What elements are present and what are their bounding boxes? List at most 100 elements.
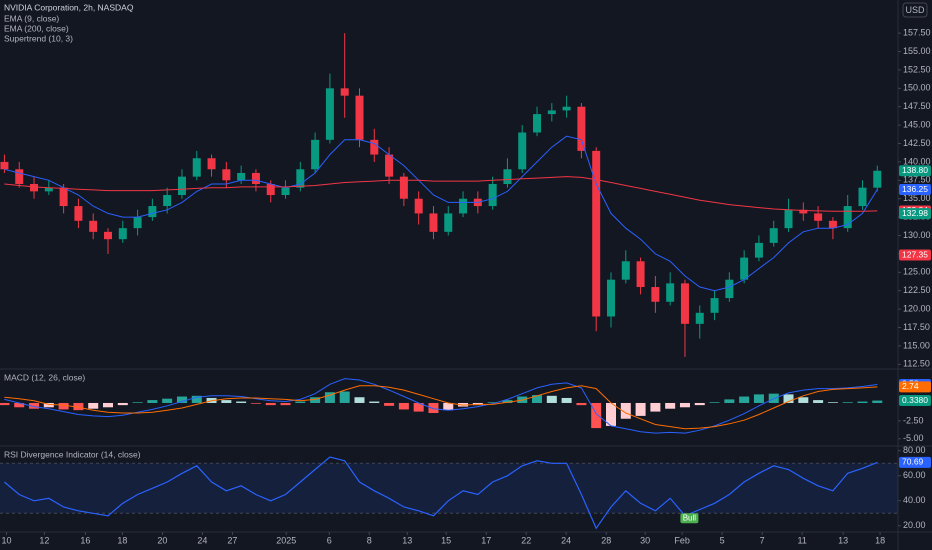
price-tag [899,208,931,220]
candle-body [325,88,334,140]
macd-histogram-bar [236,401,247,403]
y-tick-label: 145.00 [903,119,931,129]
price-tag-label: 127.35 [902,249,928,259]
x-tick-label: 24 [197,535,207,545]
price-tag-label: 136.25 [902,184,928,194]
macd-histogram-bar [620,402,631,419]
candle-body [547,110,556,115]
macd-histogram-bar [827,402,838,403]
candle-body [666,283,675,302]
candle-body [133,217,142,229]
candle-body [429,213,438,232]
pane-title: MACD (12, 26, close) [4,372,85,382]
macd-histogram-bar [798,397,809,403]
y-tick-label: 117.50 [903,322,930,332]
macd-line [4,378,878,434]
y-tick-label: 120.00 [903,303,931,313]
macd-histogram-bar [857,401,868,403]
candle-body [103,231,112,240]
candle-body [680,283,689,324]
candle-body [814,213,823,221]
candle-body [163,195,172,207]
rsi-band [0,463,898,514]
candle-body [281,187,290,196]
x-tick-label: 30 [640,535,650,545]
y-tick-label: 157.50 [903,27,931,37]
currency[interactable]: USD [905,5,925,15]
y-tick-label: 60.00 [903,470,926,480]
y-tick-label: 140.00 [903,156,931,166]
candle-body [296,169,305,188]
candle-body [533,114,542,133]
macd-histogram-bar [88,402,99,409]
macd-histogram-bar [369,401,380,403]
macd-histogram-bar [162,398,173,403]
macd-histogram-bar [265,402,276,406]
candle-body [577,106,586,151]
divergence-label-box [680,513,699,524]
currency-button[interactable] [902,2,928,18]
macd-histogram-bar [443,402,454,411]
price-tag [899,184,931,196]
y-tick-label: 152.50 [903,64,931,74]
macd-histogram-bar [354,397,365,403]
macd-histogram-bar [176,396,187,403]
x-tick-label: 13 [838,535,848,545]
macd-histogram-bar [29,402,40,409]
macd-histogram-bar [413,402,424,412]
candle-body [399,176,408,199]
macd-histogram-bar [783,394,794,403]
x-tick-label: 15 [441,535,451,545]
macd-histogram-bar [324,392,335,403]
candle-body [621,261,630,280]
signal-line [4,385,878,430]
y-tick-label: -2.50 [903,415,924,425]
candle-body [592,150,601,317]
macd-histogram-bar [0,402,10,406]
macd-histogram-bar [487,402,498,403]
candle-body [177,176,186,196]
macd-histogram-bar [650,402,661,412]
macd-histogram-bar [813,400,824,403]
candle-body [444,213,453,232]
macd-histogram-bar [546,395,557,403]
x-tick-label: 2025 [276,535,296,545]
candle-body [769,228,778,243]
macd-histogram-bar [339,391,350,403]
macd-histogram-bar [709,402,720,403]
candle-body [651,287,660,302]
price-tag [899,249,931,261]
macd-histogram-bar [635,402,646,416]
candle-body [710,298,719,313]
macd-histogram-bar [102,402,113,408]
y-tick-label: 80.00 [903,445,926,455]
y-tick-label: 147.50 [903,101,931,111]
price-tag-label: 132.98 [902,208,928,218]
y-tick-label: 150.00 [903,83,931,93]
x-tick-label: 7 [760,535,765,545]
macd-histogram-bar [384,402,395,406]
macd-histogram-bar [591,402,602,429]
price-tag-label: 0.3380 [902,395,928,405]
candle-body [15,169,24,184]
y-tick-label: 20.00 [903,520,926,530]
price-tag [899,165,931,177]
candle-body [237,172,246,181]
divergence-label: Bull [683,513,697,522]
macd-histogram-bar [842,402,853,403]
macd-histogram-bar [428,402,439,414]
candle-body [89,220,98,232]
macd-histogram-bar [665,402,676,409]
price-tag-label: 70.69 [902,457,924,467]
candle-body [828,220,837,229]
y-tick-label: 40.00 [903,495,926,505]
x-tick-label: 11 [797,535,806,545]
macd-histogram-bar [73,402,84,411]
macd-histogram-bar [872,400,883,403]
candle-body [695,312,704,324]
y-tick-label: -5.00 [903,433,924,443]
macd-histogram-bar [561,397,572,403]
candle-body [843,206,852,229]
y-tick-label: 125.00 [903,267,931,277]
